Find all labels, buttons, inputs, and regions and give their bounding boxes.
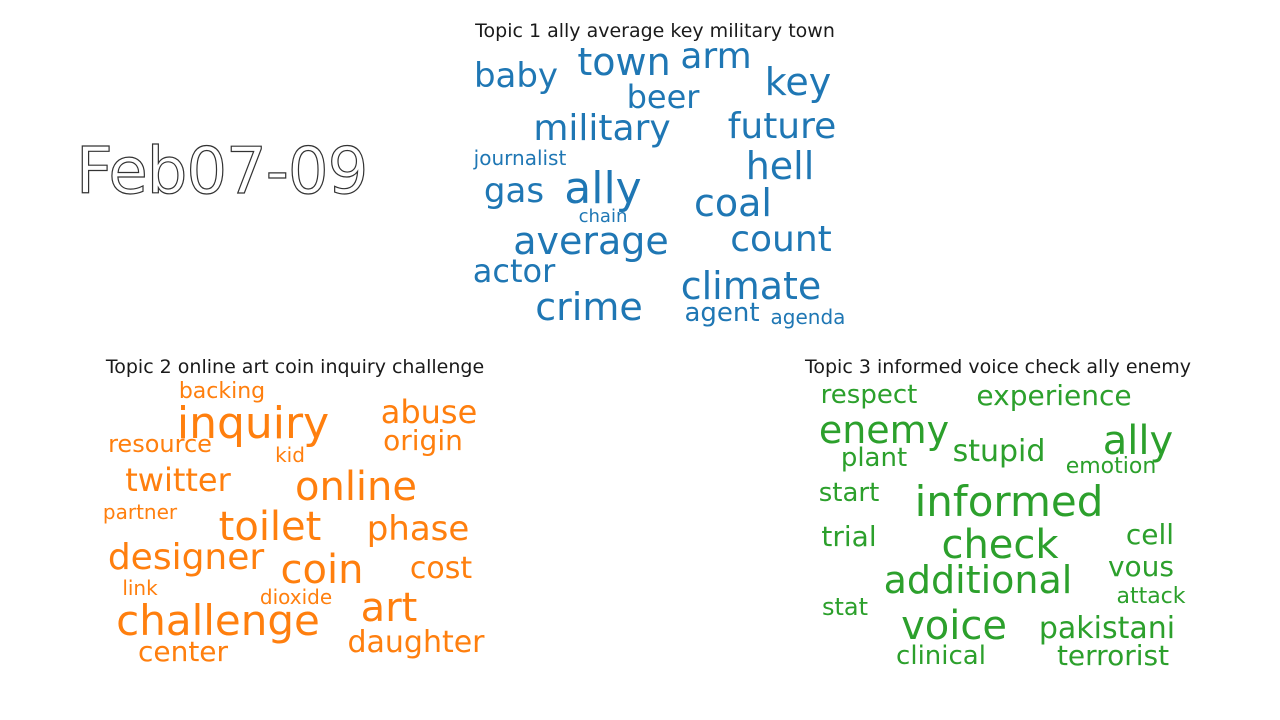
- topic-1-word: count: [730, 219, 832, 260]
- topic-3-word: stupid: [952, 434, 1046, 469]
- topic-3-word: vous: [1107, 550, 1175, 583]
- topic-2-word: challenge: [116, 596, 320, 645]
- topic-3-word: emotion: [1065, 454, 1157, 479]
- topic-1-word: military: [533, 108, 671, 149]
- topic-2-word: dioxide: [259, 585, 333, 609]
- topic-1-word: future: [727, 106, 837, 147]
- topic-1-word: average: [513, 219, 669, 263]
- topic-1-word: town: [577, 40, 671, 84]
- topic-1-word: beer: [626, 78, 700, 116]
- topic-1-word: hell: [745, 144, 815, 188]
- topic-1-word: arm: [680, 36, 752, 77]
- topic-3-title: Topic 3 informed voice check ally enemy: [804, 356, 1192, 378]
- topic-1-word: journalist: [473, 146, 567, 170]
- topic-2-word: inquiry: [176, 398, 330, 449]
- topic-2-word: resource: [108, 430, 212, 458]
- topic-3-word: start: [818, 478, 880, 508]
- topic-2-word: art: [360, 585, 418, 631]
- topic-3-word: voice: [901, 603, 1007, 649]
- topic-1-word: ally: [564, 163, 642, 214]
- topic-2-title: Topic 2 online art coin inquiry challeng…: [105, 356, 485, 378]
- topic-1-word: actor: [472, 252, 556, 290]
- topic-3-word: experience: [976, 379, 1132, 412]
- topic-2-word: partner: [102, 500, 178, 524]
- topic-2-word: kid: [275, 443, 305, 467]
- topic-2-word: toilet: [218, 504, 322, 550]
- topic-3-word: enemy: [818, 408, 950, 452]
- topic-2-word: online: [294, 464, 418, 510]
- topic-1-word: key: [764, 60, 832, 104]
- topic-3-word: stat: [821, 593, 869, 621]
- topic-2-word: origin: [383, 424, 463, 457]
- topic-3-word: trial: [821, 520, 877, 553]
- topic-3-word: additional: [883, 558, 1073, 602]
- topic-2-word: designer: [107, 537, 265, 578]
- topic-1-word: chain: [578, 206, 628, 227]
- topic-3-word: ally: [1102, 418, 1174, 464]
- topic-3-word: check: [941, 522, 1059, 568]
- topic-1-word: climate: [680, 264, 822, 308]
- topic-1-word: baby: [473, 56, 559, 96]
- topic-1-word: agenda: [770, 305, 846, 329]
- topic-1-word: crime: [535, 285, 643, 329]
- topic-3-word: attack: [1116, 584, 1186, 609]
- topic-2-word: center: [137, 635, 229, 668]
- topic-2-word: phase: [366, 509, 470, 549]
- topic-1-word: agent: [684, 298, 760, 328]
- topic-2-word: abuse: [380, 393, 478, 431]
- topic-3-word: respect: [820, 380, 918, 410]
- topic-2-word: coin: [280, 547, 364, 593]
- topic-3-word: pakistani: [1038, 611, 1176, 646]
- topic-2-word: twitter: [125, 461, 231, 499]
- topic-3-word: clinical: [896, 641, 986, 671]
- topic-2-word: backing: [178, 379, 266, 404]
- topic-3-word: plant: [840, 443, 908, 473]
- date-range-label: Feb07-09: [75, 135, 368, 209]
- topic-3-word: terrorist: [1056, 639, 1170, 672]
- topic-1-word: gas: [483, 171, 545, 211]
- topic-3-word: informed: [914, 477, 1104, 526]
- topic-2-word: cost: [409, 551, 473, 586]
- topic-1-title: Topic 1 ally average key military town: [475, 20, 835, 42]
- topic-1-word: coal: [694, 181, 772, 225]
- topic-2-word: daughter: [347, 625, 485, 660]
- topic-3-word: cell: [1125, 518, 1175, 551]
- topic-2-word: link: [122, 576, 158, 600]
